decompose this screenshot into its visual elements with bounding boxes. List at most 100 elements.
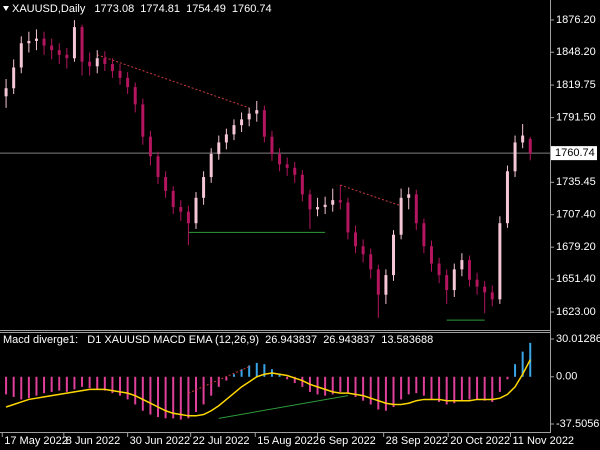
y-tick-label: 1651.40 (556, 273, 596, 285)
histogram-bar (506, 376, 509, 380)
candle-body (483, 286, 487, 293)
x-tick-label: 8 Jun 2022 (66, 435, 120, 447)
histogram-bar (232, 374, 235, 377)
x-tick-label: 30 Jun 2022 (130, 435, 191, 447)
candle-body (217, 142, 221, 154)
histogram-bar (179, 376, 182, 420)
divergence-line (97, 54, 250, 109)
candle-body (209, 153, 213, 178)
collapse-icon[interactable] (3, 6, 9, 11)
histogram-bar (346, 376, 349, 394)
candle-body (278, 153, 282, 165)
histogram-bar (81, 376, 84, 387)
candle-body (103, 58, 107, 65)
candle-body (126, 77, 130, 88)
histogram-bar (20, 376, 23, 400)
candle-body (133, 87, 137, 105)
histogram-bar (339, 376, 342, 392)
histogram-bar (88, 376, 91, 389)
candle-body (186, 211, 190, 224)
histogram-bar (111, 376, 114, 394)
candle-body (361, 246, 365, 255)
candle-body (202, 177, 206, 198)
histogram-bar (157, 376, 160, 418)
candle-body (414, 194, 418, 224)
candle-body (65, 54, 69, 59)
candle-body (445, 275, 449, 291)
candle-body (429, 246, 433, 264)
histogram-bar (286, 376, 289, 380)
indicator-value: 26.943837 (323, 334, 375, 346)
histogram-bar (483, 376, 486, 401)
histogram-bar (521, 351, 524, 377)
x-tick-label: 15 Aug 2022 (257, 435, 319, 447)
candle-body (475, 279, 479, 287)
histogram-bar (384, 376, 387, 411)
signal-line (5, 359, 531, 417)
candle-body (490, 292, 494, 300)
candle-body (528, 138, 532, 154)
candle-body (460, 260, 464, 270)
histogram-bar (445, 376, 448, 405)
histogram-bar (5, 376, 8, 395)
candle-body (308, 194, 312, 210)
histogram-bar (65, 376, 68, 392)
candle-body (80, 27, 84, 62)
candle-body (300, 174, 304, 195)
histogram-bar (468, 376, 471, 400)
y-tick-label: 1876.20 (556, 14, 596, 26)
histogram-bar (255, 362, 258, 377)
y-tick-label: 0.00 (556, 371, 577, 383)
histogram-bar (263, 364, 266, 377)
indicator-value: 26.943837 (265, 334, 317, 346)
candle-body (498, 223, 502, 300)
price-tag-label: 1760.74 (555, 147, 595, 159)
candle-body (247, 113, 251, 120)
y-tick-label: 30.012862 (556, 333, 600, 345)
candle-body (118, 70, 122, 78)
histogram-bar (126, 376, 129, 400)
candle-body (57, 50, 61, 55)
histogram-bar (217, 376, 220, 387)
indicator-value: 13.583688 (381, 334, 433, 346)
candle-body (338, 200, 342, 203)
axes: 1876.20 1848.20 1819.75 1791.50 1735.45 1707.… (1, 14, 600, 447)
histogram-bar (43, 376, 46, 394)
histogram-bar (453, 376, 456, 404)
histogram-bar (415, 376, 418, 394)
x-tick-label: 22 Jul 2022 (193, 435, 250, 447)
histogram-bar (134, 376, 137, 405)
histogram-bar (354, 376, 357, 397)
candle-body (95, 58, 99, 67)
histogram-bar (194, 376, 197, 413)
histogram-bar (460, 376, 463, 401)
candle-body (34, 38, 38, 41)
x-tick-label: 28 Sep 2022 (386, 435, 448, 447)
header-close: 1760.74 (232, 3, 272, 15)
candle-body (19, 43, 23, 68)
candle-body (27, 40, 31, 44)
histogram-bar (331, 376, 334, 395)
histogram-bar (430, 376, 433, 400)
indicator-title: Macd diverge1: (3, 334, 78, 346)
header-low: 1754.49 (186, 3, 226, 15)
indicator-subtitle: D1 XAUUSD MACD EMA (12,26,9) (87, 334, 259, 346)
candle-body (179, 207, 183, 212)
y-tick-label: 1735.45 (556, 176, 596, 188)
histogram-bar (514, 364, 517, 377)
price-panel (0, 20, 550, 321)
histogram-bar (202, 376, 205, 405)
candle-body (369, 254, 373, 270)
histogram-bar (438, 376, 441, 402)
histogram-bar (172, 376, 175, 419)
histogram-bar (50, 376, 53, 392)
histogram-bar (225, 376, 228, 381)
x-tick-label: 11 Nov 2022 (512, 435, 574, 447)
price-header: XAUUSD,Daily 1773.08 1774.81 1754.49 176… (12, 3, 272, 15)
candle-body (171, 190, 175, 208)
price-tag (551, 146, 597, 161)
histogram-bar (498, 376, 501, 392)
histogram-bar (210, 376, 213, 396)
histogram-bar (149, 376, 152, 415)
candle-body (255, 110, 259, 114)
